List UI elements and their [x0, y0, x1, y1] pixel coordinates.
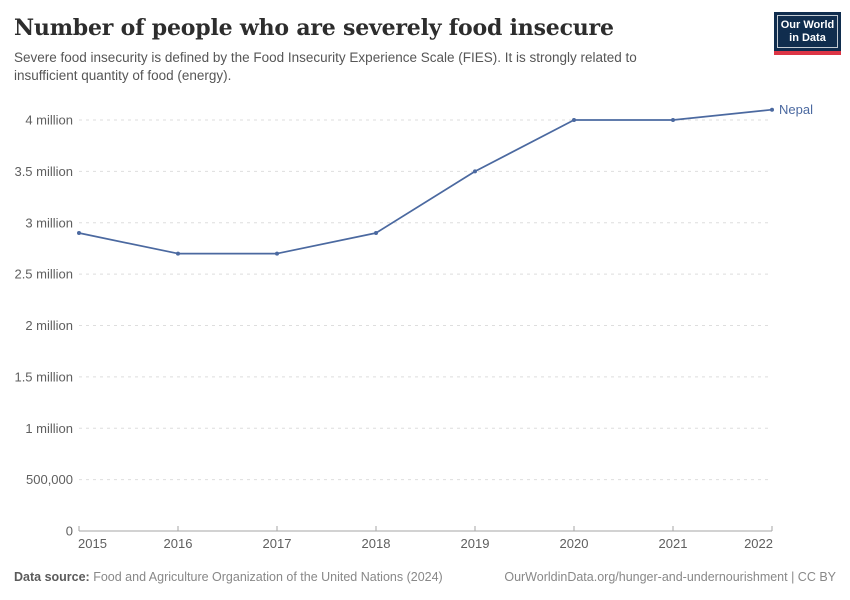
y-axis-tick-label: 1.5 million — [14, 369, 73, 384]
data-source-label: Data source: — [14, 570, 90, 584]
chart-subtitle-line: Severe food insecurity is defined by the… — [14, 50, 637, 65]
x-axis-tick-label: 2020 — [560, 536, 589, 551]
data-point[interactable] — [473, 169, 477, 174]
x-axis-tick-label: 2015 — [78, 536, 107, 551]
y-axis-tick-label: 2 million — [25, 318, 73, 333]
data-point[interactable] — [77, 231, 81, 235]
x-axis-tick-label: 2016 — [164, 536, 193, 551]
y-axis-tick-label: 500,000 — [26, 472, 73, 487]
y-axis-tick-label: 0 — [66, 524, 73, 539]
data-point[interactable] — [671, 118, 675, 122]
owid-logo-text: Our World in Data — [777, 15, 838, 48]
chart-subtitle-line: insufficient quantity of food (energy). — [14, 68, 232, 83]
series-line-nepal[interactable] — [78, 108, 773, 255]
data-point[interactable] — [176, 251, 180, 256]
chart-footer: Data source: Food and Agriculture Organi… — [14, 569, 836, 585]
owid-logo-line1: Our World — [780, 19, 835, 31]
y-axis-tick-label: 4 million — [25, 113, 73, 128]
y-axis-tick-label: 3.5 million — [14, 164, 73, 179]
chart-header: Number of people who are severely food i… — [14, 14, 760, 85]
data-point[interactable] — [374, 231, 378, 235]
chart-title: Number of people who are severely food i… — [14, 15, 614, 41]
y-axis-tick-label: 1 million — [25, 421, 73, 436]
y-axis-tick-label: 3 million — [25, 215, 73, 230]
owid-logo-line2: in Data — [789, 32, 826, 44]
x-axis-tick-label: 2021 — [659, 536, 688, 551]
series-label-nepal[interactable]: Nepal — [779, 102, 813, 117]
x-axis-tick-label: 2018 — [362, 536, 391, 551]
owid-url-license[interactable]: OurWorldinData.org/hunger-and-undernouri… — [504, 570, 836, 584]
x-axis-tick-label: 2017 — [263, 536, 292, 551]
owid-logo[interactable]: Our World in Data — [774, 12, 841, 55]
x-axis-tick-label: 2019 — [461, 536, 490, 551]
data-source-text: Food and Agriculture Organization of the… — [89, 570, 443, 584]
data-source-note: Data source: Food and Agriculture Organi… — [14, 569, 443, 585]
data-point[interactable] — [572, 118, 576, 122]
y-axis-tick-label: 2.5 million — [14, 267, 73, 282]
data-point[interactable] — [770, 107, 774, 112]
x-axis-tick-label: 2022 — [744, 536, 773, 551]
data-point[interactable] — [275, 251, 279, 256]
chart-subtitle: Severe food insecurity is defined by the… — [14, 49, 760, 85]
